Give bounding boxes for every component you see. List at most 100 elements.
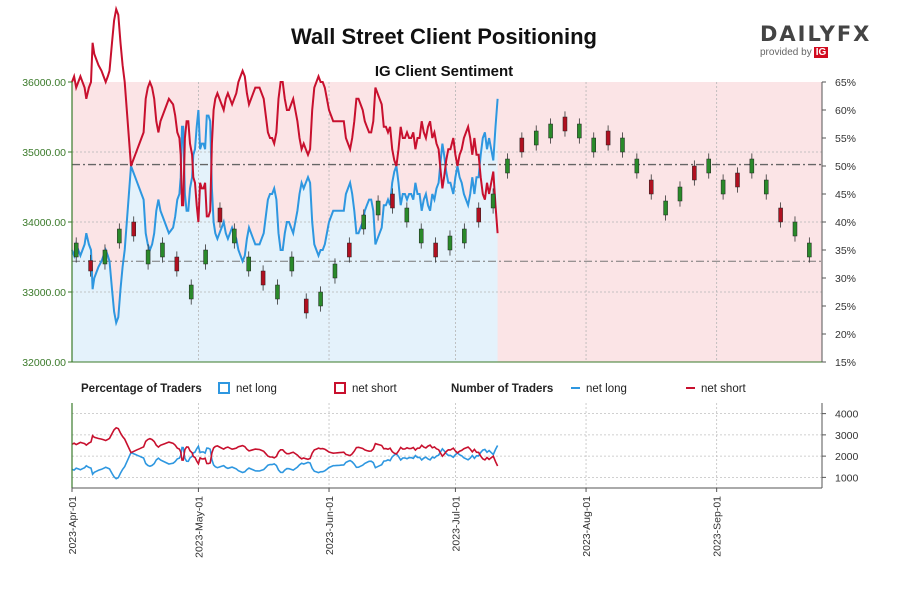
legend-number-heading: Number of Traders (451, 383, 553, 395)
legend-pct-long-swatch (218, 382, 230, 394)
candle-body (663, 200, 668, 216)
candle-body (591, 137, 596, 153)
x-axis-date-label: 2023-Jul-01 (450, 496, 462, 552)
right-axis-tick-label: 25% (835, 301, 856, 313)
candle-body (577, 123, 582, 139)
candle-body (519, 137, 525, 153)
candle-body (462, 228, 467, 244)
candle-body (605, 130, 611, 146)
right-axis-tick-label: 55% (835, 133, 856, 145)
net-short-percentage-line (71, 5, 499, 234)
left-axis-tick-label: 34000.00 (22, 217, 66, 229)
candle-body (318, 291, 323, 307)
right-axis-tick-label: 45% (835, 189, 856, 201)
lower-right-axis-tick-label: 1000 (835, 472, 859, 484)
chart-subtitle: IG Client Sentiment (374, 63, 514, 80)
candle-body (476, 207, 481, 223)
x-axis-date-label: 2023-Apr-01 (67, 496, 79, 555)
candle-body (145, 249, 151, 265)
net-long-percentage-line (71, 98, 499, 327)
candle-body (763, 179, 769, 195)
candle-body (88, 260, 93, 272)
left-axis-tick-label: 33000.00 (22, 287, 66, 299)
x-axis-date-label: 2023-Jun-01 (324, 496, 336, 555)
candle-body (217, 207, 223, 223)
right-axis-tick-label: 50% (835, 161, 856, 173)
candle-body (102, 249, 108, 265)
right-axis-tick-label: 65% (835, 77, 856, 89)
candle-body (203, 249, 208, 265)
candle-body (792, 221, 798, 237)
lower-right-axis-tick-label: 3000 (835, 430, 859, 442)
left-axis-tick-label: 36000.00 (22, 77, 66, 89)
candle-body (332, 263, 338, 279)
brand-name: DAILYFX (760, 22, 872, 46)
candle-body (275, 284, 280, 300)
candle-body (778, 207, 783, 223)
candle-body (677, 186, 683, 202)
x-axis-date-label: 2023-Aug-01 (581, 496, 593, 557)
candle-body (188, 284, 194, 300)
candle-body (648, 179, 654, 195)
chart-title: Wall Street Client Positioning (291, 24, 597, 49)
ig-logo: IG (813, 47, 829, 58)
dailyfx-logo: DAILYFX provided by IG (760, 22, 870, 58)
candle-body (749, 158, 755, 174)
candle-body (692, 165, 697, 181)
x-axis-date-label: 2023-Sep-01 (712, 496, 724, 557)
candle-body (375, 200, 381, 216)
brand-provider-text: provided by (760, 47, 812, 58)
candle-body (706, 158, 711, 174)
legend-num-long-label: net long (586, 383, 627, 395)
candle-body (562, 116, 568, 132)
candle-body (303, 298, 309, 314)
candle-body (347, 242, 352, 258)
candle-body (433, 242, 438, 258)
right-axis-tick-label: 35% (835, 245, 856, 257)
legend-pct-short-label: net short (352, 383, 398, 395)
candle-body (390, 193, 395, 209)
right-axis-tick-label: 60% (835, 105, 856, 117)
candle-body (447, 235, 453, 251)
candle-body (533, 130, 539, 146)
net-short-count-line (71, 426, 499, 467)
brand-provider: provided by IG (760, 47, 870, 58)
candle-body (131, 221, 136, 237)
candle-body (548, 123, 553, 139)
candle-body (418, 228, 424, 244)
lower-right-axis-tick-label: 2000 (835, 451, 859, 463)
candle-body (720, 179, 726, 195)
legend-percentage-heading: Percentage of Traders (81, 383, 202, 395)
candle-body (634, 158, 640, 174)
candle-body (807, 242, 812, 258)
lower-right-axis-tick-label: 4000 (835, 409, 859, 421)
candle-body (620, 137, 625, 153)
left-axis-tick-label: 35000.00 (22, 147, 66, 159)
right-axis-tick-label: 30% (835, 273, 856, 285)
candle-body (505, 158, 510, 174)
candle-body (246, 256, 251, 272)
right-axis-tick-label: 40% (835, 217, 856, 229)
net-long-count-line (71, 444, 499, 480)
x-axis-date-label: 2023-May-01 (193, 496, 205, 558)
candle-body (490, 193, 496, 209)
candle-body (735, 172, 740, 188)
long-zone-background (72, 98, 498, 363)
candle-body (174, 256, 180, 272)
candle-body (232, 228, 237, 244)
legend-num-short-label: net short (701, 383, 747, 395)
candle-body (289, 256, 295, 272)
candle-body (404, 207, 410, 223)
candle-body (73, 242, 79, 258)
right-axis-tick-label: 20% (835, 329, 856, 341)
legend-pct-short-swatch (334, 382, 346, 394)
left-axis-tick-label: 32000.00 (22, 357, 66, 369)
legend-pct-long-label: net long (236, 383, 277, 395)
candle-body (260, 270, 266, 286)
right-axis-tick-label: 15% (835, 357, 856, 369)
lower-panel-background (72, 403, 822, 488)
candle-body (361, 214, 366, 230)
candle-body (117, 228, 122, 244)
candle-body (160, 242, 165, 258)
